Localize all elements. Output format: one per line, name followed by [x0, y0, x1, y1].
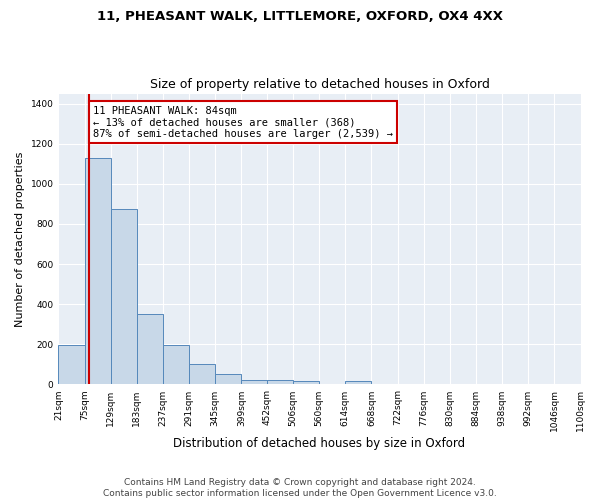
Text: Contains HM Land Registry data © Crown copyright and database right 2024.
Contai: Contains HM Land Registry data © Crown c…: [103, 478, 497, 498]
Bar: [110, 209, 137, 384]
Bar: [163, 346, 189, 385]
Text: 11, PHEASANT WALK, LITTLEMORE, OXFORD, OX4 4XX: 11, PHEASANT WALK, LITTLEMORE, OXFORD, O…: [97, 10, 503, 23]
Y-axis label: Number of detached properties: Number of detached properties: [15, 152, 25, 326]
Bar: [85, 158, 110, 384]
X-axis label: Distribution of detached houses by size in Oxford: Distribution of detached houses by size …: [173, 437, 466, 450]
Bar: [215, 374, 241, 384]
Bar: [241, 380, 267, 384]
Bar: [137, 314, 163, 384]
Text: 11 PHEASANT WALK: 84sqm
← 13% of detached houses are smaller (368)
87% of semi-d: 11 PHEASANT WALK: 84sqm ← 13% of detache…: [93, 106, 393, 139]
Bar: [58, 346, 85, 385]
Bar: [293, 382, 319, 384]
Bar: [189, 364, 215, 384]
Title: Size of property relative to detached houses in Oxford: Size of property relative to detached ho…: [149, 78, 490, 91]
Bar: [267, 380, 293, 384]
Bar: [346, 382, 371, 384]
